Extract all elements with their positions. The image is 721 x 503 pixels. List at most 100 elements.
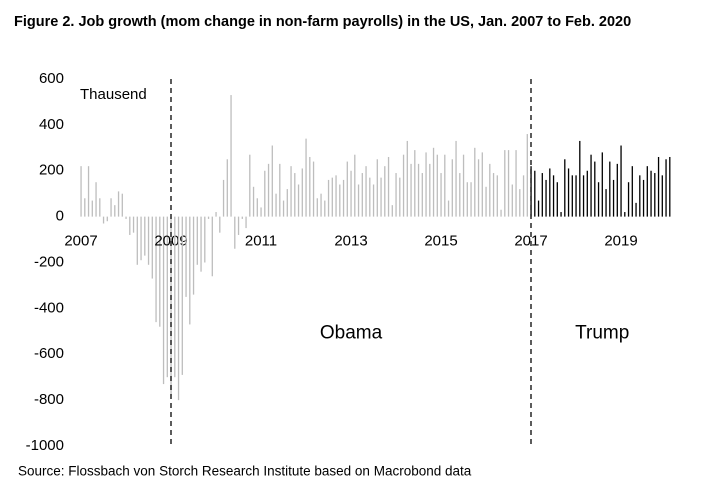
bar (357, 184, 360, 217)
bar (646, 166, 648, 217)
bar (552, 175, 555, 217)
bar (489, 163, 491, 217)
bar (650, 170, 652, 217)
x-tick-label: 2013 (334, 233, 367, 250)
bar (271, 145, 273, 217)
bar (282, 200, 285, 217)
bar (384, 166, 386, 217)
bar (230, 95, 232, 217)
bar (635, 202, 637, 217)
bar (511, 184, 513, 217)
bar (519, 189, 521, 217)
bar (665, 159, 667, 217)
bar (245, 216, 247, 229)
bar (290, 166, 292, 217)
bar (136, 216, 138, 265)
bar (159, 216, 161, 327)
bar (260, 207, 262, 217)
bar (567, 168, 570, 217)
bar (526, 134, 528, 217)
bar (110, 198, 112, 217)
bar (440, 173, 442, 217)
bar (312, 161, 315, 217)
bar (631, 166, 633, 217)
bar (369, 177, 371, 217)
bar (125, 216, 127, 219)
bar (410, 163, 412, 217)
bar (387, 156, 390, 217)
bar (579, 140, 581, 217)
bar (84, 198, 86, 217)
bar (477, 159, 480, 217)
bar (399, 177, 401, 217)
bar (305, 138, 307, 217)
source: Source: Flossbach von Storch Research In… (18, 464, 472, 479)
bar (301, 168, 303, 217)
bar (155, 216, 157, 323)
bar (327, 179, 330, 217)
y-tick-label: -1000 (26, 437, 64, 454)
bar (492, 173, 495, 217)
bar (537, 200, 540, 217)
bar (605, 189, 607, 217)
x-tick-label: 2007 (64, 233, 97, 250)
bar (421, 173, 423, 217)
bar (485, 186, 487, 217)
y-tick-label: 600 (39, 70, 64, 87)
bar (541, 173, 543, 217)
bar (256, 198, 258, 217)
bar (309, 156, 311, 217)
x-tick-label: 2015 (424, 233, 457, 250)
bar (661, 175, 663, 217)
bar (657, 156, 660, 217)
bar (549, 168, 551, 217)
bar (279, 163, 281, 217)
bar (470, 182, 472, 217)
bar (80, 166, 82, 217)
bar (342, 179, 345, 217)
bar (331, 177, 333, 217)
bar (166, 216, 168, 378)
bar (267, 163, 270, 217)
bar (87, 166, 90, 217)
bar (346, 161, 348, 217)
bar (147, 216, 150, 265)
bar (612, 179, 615, 217)
bar (91, 200, 93, 217)
bar (627, 182, 630, 217)
bar (117, 191, 120, 217)
bar (185, 216, 187, 297)
bar (507, 150, 510, 217)
y-tick-label: -400 (34, 299, 64, 316)
bar (196, 216, 198, 265)
bar (335, 175, 337, 217)
bar (204, 216, 206, 263)
y-tick-label: 400 (39, 116, 64, 133)
bar (320, 193, 322, 217)
bar (395, 173, 397, 217)
bar (316, 198, 318, 217)
y-axis-unit: Thausend (80, 86, 147, 103)
bar (560, 212, 562, 217)
bar (151, 216, 153, 279)
bar (451, 159, 453, 217)
y-tick-label: 200 (39, 162, 64, 179)
bar (496, 175, 498, 217)
bar (226, 159, 228, 217)
bar (207, 216, 210, 219)
x-tick-label: 2011 (245, 233, 277, 250)
bar (95, 182, 97, 217)
bar (162, 216, 165, 385)
bar (432, 147, 435, 217)
bar (455, 140, 457, 217)
bar (99, 198, 101, 217)
bar (106, 216, 108, 222)
bar (252, 186, 255, 217)
bar (114, 205, 116, 217)
bar (339, 184, 341, 217)
bar (391, 205, 393, 217)
bar (556, 182, 558, 217)
bar (459, 173, 461, 217)
bar (504, 150, 506, 217)
